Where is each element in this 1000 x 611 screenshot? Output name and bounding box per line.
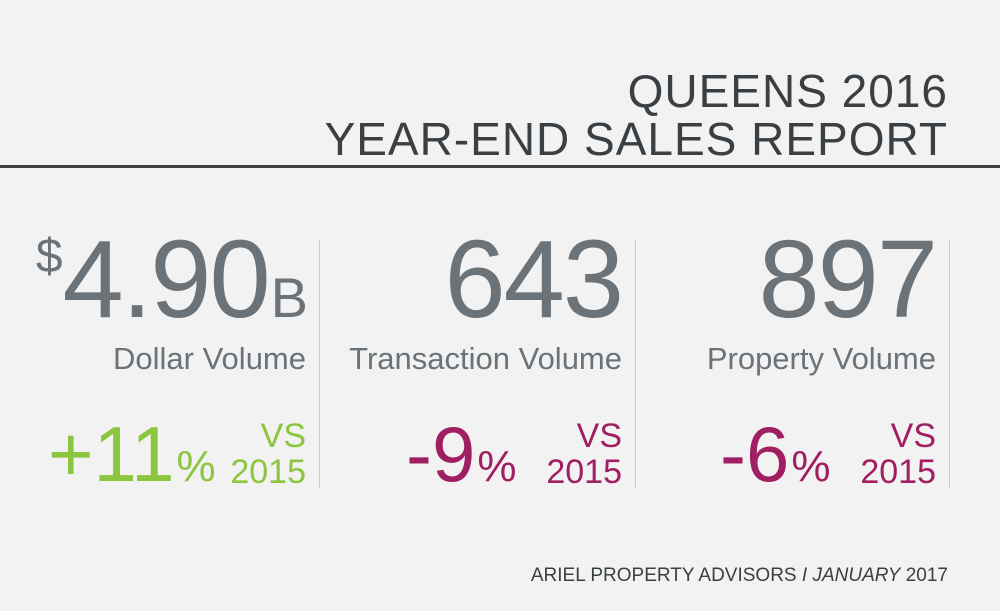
dollar-volume-number: 4.90 (62, 218, 271, 341)
comparison-year: 2015 (230, 452, 306, 491)
vs-label: VS (890, 417, 936, 455)
currency-symbol: $ (35, 230, 63, 283)
transaction-volume-change: -9% (406, 415, 516, 493)
property-volume-value: 897 (758, 218, 938, 341)
comparison-year: 2015 (860, 452, 936, 491)
vs-label: VS (576, 417, 622, 455)
percent-sign: % (176, 442, 216, 491)
footer-separator: I (801, 565, 808, 586)
property-volume-change-value: -6 (720, 410, 790, 498)
billion-suffix: B (270, 266, 308, 329)
transaction-volume-change-value: -9 (406, 410, 476, 498)
report-title-line-1: QUEENS 2016 (627, 65, 948, 117)
stat-dollar-volume: $4.90B Dollar Volume +11% VS 2015 (30, 225, 320, 493)
column-divider (319, 240, 320, 488)
stat-transaction-volume: 643 Transaction Volume -9% VS 2015 (346, 218, 636, 493)
column-divider (949, 240, 950, 488)
column-divider (635, 240, 636, 488)
vs-label: VS (260, 417, 306, 455)
percent-sign: % (791, 442, 831, 491)
dollar-volume-change-value: +11 (48, 410, 175, 498)
company-name: ARIEL PROPERTY ADVISORS (530, 565, 797, 586)
property-volume-label: Property Volume (706, 341, 936, 376)
transaction-volume-label: Transaction Volume (349, 341, 622, 376)
report-month: JANUARY (812, 565, 901, 586)
dollar-volume-comparison: VS 2015 (230, 417, 306, 491)
transaction-volume-comparison: VS 2015 (546, 417, 622, 491)
footer-credit: ARIEL PROPERTY ADVISORS I JANUARY 2017 (531, 566, 948, 585)
transaction-volume-value: 643 (444, 218, 624, 341)
dollar-volume-label: Dollar Volume (113, 341, 306, 376)
header-divider (0, 165, 1000, 168)
percent-sign: % (477, 442, 517, 491)
dollar-volume-change: +11% (48, 415, 216, 493)
property-volume-comparison: VS 2015 (860, 417, 936, 491)
report-title-line-2: YEAR-END SALES REPORT (324, 113, 948, 165)
dollar-volume-value: $4.90B (35, 225, 308, 335)
property-volume-change: -6% (720, 415, 830, 493)
comparison-year: 2015 (546, 452, 622, 491)
report-year: 2017 (905, 565, 948, 586)
stat-property-volume: 897 Property Volume -6% VS 2015 (660, 218, 950, 493)
